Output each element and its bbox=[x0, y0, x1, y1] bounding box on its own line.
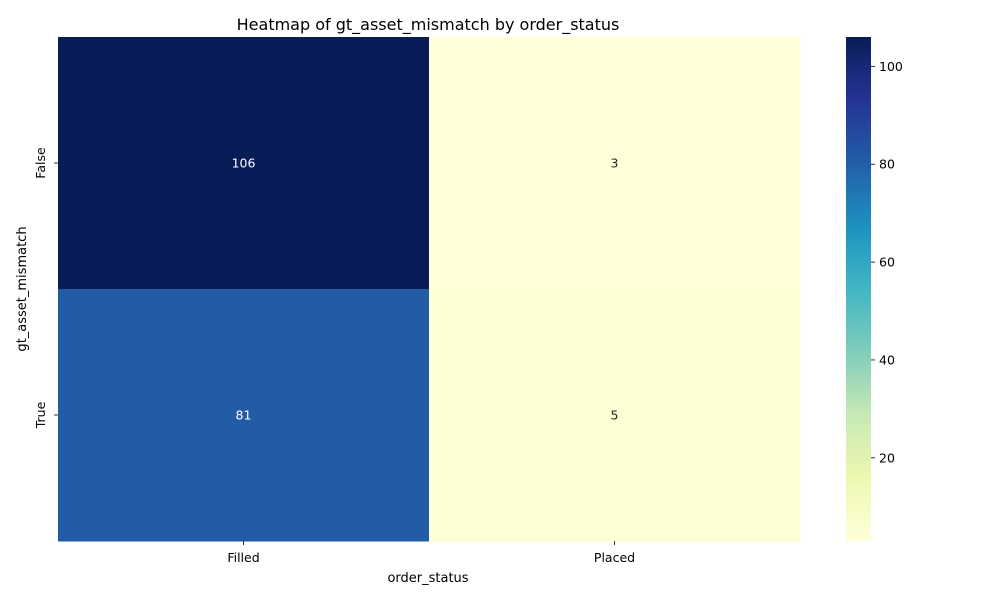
heatmap-cells: 106 3 81 5 bbox=[58, 37, 801, 542]
cell-value-label: 106 bbox=[232, 156, 256, 171]
heatmap-cell bbox=[429, 289, 801, 542]
y-axis-label: gt_asset_mismatch bbox=[15, 226, 30, 351]
x-axis-label: order_status bbox=[387, 571, 468, 586]
colorbar-tick-label: 80 bbox=[879, 157, 895, 172]
y-axis: False True bbox=[33, 147, 58, 429]
colorbar-tick-label: 100 bbox=[879, 59, 903, 74]
y-tick-label: False bbox=[33, 147, 48, 179]
cell-value-label: 5 bbox=[611, 408, 619, 423]
cell-value-label: 3 bbox=[611, 156, 619, 171]
y-tick-label: True bbox=[33, 401, 48, 429]
colorbar-tick-label: 20 bbox=[879, 450, 895, 465]
x-axis: Filled Placed bbox=[227, 541, 635, 565]
cell-value-label: 81 bbox=[236, 408, 252, 423]
x-tick-label: Placed bbox=[594, 550, 635, 565]
colorbar: 20 40 60 80 100 bbox=[846, 37, 903, 541]
heatmap-cell bbox=[429, 37, 801, 290]
x-tick-label: Filled bbox=[227, 550, 259, 565]
colorbar-tick-label: 60 bbox=[879, 255, 895, 270]
heatmap-cell bbox=[58, 289, 430, 542]
heatmap-cell bbox=[58, 37, 430, 290]
chart-title: Heatmap of gt_asset_mismatch by order_st… bbox=[237, 15, 620, 35]
colorbar-tick-label: 40 bbox=[879, 352, 895, 367]
colorbar-gradient bbox=[846, 37, 871, 541]
